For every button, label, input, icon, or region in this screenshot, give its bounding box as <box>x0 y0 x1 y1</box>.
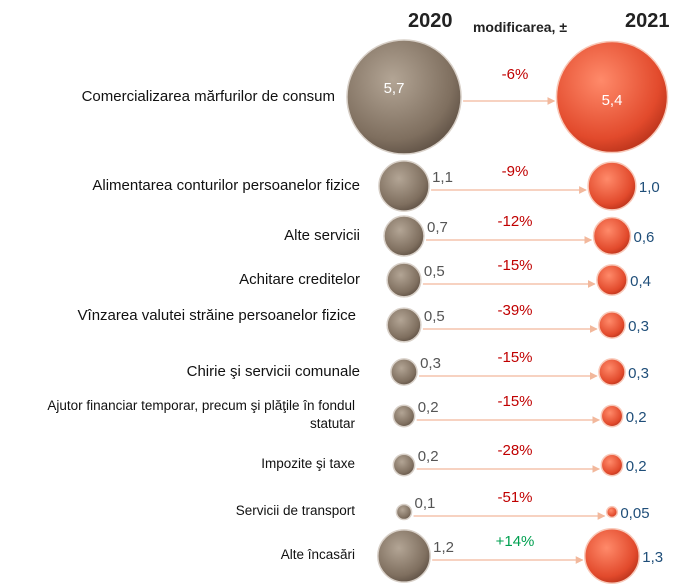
value-label: 5,7 <box>384 80 405 97</box>
change-label: +14% <box>496 533 535 550</box>
bubble <box>605 505 619 519</box>
bubble <box>346 39 462 155</box>
change-label: -15% <box>497 349 532 366</box>
change-label: -39% <box>497 302 532 319</box>
change-header: modificarea, ± <box>472 19 568 35</box>
bubble <box>555 40 669 154</box>
value-label: 0,3 <box>420 355 441 372</box>
bubble <box>392 404 416 428</box>
category-label: Achitare creditelor <box>239 271 360 288</box>
value-label: 1,1 <box>432 169 453 186</box>
value-label: 1,2 <box>433 539 454 556</box>
change-label: -9% <box>502 163 529 180</box>
bubble <box>390 358 418 386</box>
change-label: -15% <box>497 257 532 274</box>
change-label: -12% <box>497 213 532 230</box>
value-label: 0,6 <box>634 229 655 246</box>
bubble <box>392 453 416 477</box>
bubble <box>592 216 632 256</box>
value-label: 1,0 <box>639 179 660 196</box>
category-label: Vînzarea valutei străine persoanelor fiz… <box>77 307 356 324</box>
category-label: Comercializarea mărfurilor de consum <box>81 88 335 105</box>
category-label: Alte încasări <box>280 547 355 562</box>
series-header: 2021 <box>625 10 670 32</box>
category-label: Impozite şi taxe <box>261 456 355 471</box>
change-label: -28% <box>497 442 532 459</box>
category-label: Chirie şi servicii comunale <box>186 363 360 380</box>
value-label: 0,2 <box>626 409 647 426</box>
value-label: 0,5 <box>424 308 445 325</box>
value-label: 0,05 <box>620 505 649 522</box>
category-label: Ajutor financiar temporar, precum şi plă… <box>47 398 355 431</box>
bubble <box>583 527 641 585</box>
bubble <box>386 307 422 343</box>
category-label: Alte servicii <box>284 227 360 244</box>
value-label: 0,2 <box>418 399 439 416</box>
bubble <box>383 215 425 257</box>
bubble <box>600 453 624 477</box>
value-label: 0,2 <box>626 458 647 475</box>
value-label: 0,3 <box>628 318 649 335</box>
change-label: -51% <box>497 489 532 506</box>
bubble <box>377 529 431 583</box>
value-label: 0,5 <box>424 263 445 280</box>
bubble <box>587 161 637 211</box>
value-label: 5,4 <box>602 92 623 109</box>
value-label: 0,1 <box>415 495 436 512</box>
bubble <box>598 311 626 339</box>
bubble <box>386 262 422 298</box>
category-label: Alimentarea conturilor persoanelor fizic… <box>92 177 360 194</box>
bubble <box>596 264 628 296</box>
bubble <box>395 503 413 521</box>
bubble <box>600 404 624 428</box>
change-label: -6% <box>502 66 529 83</box>
value-label: 0,3 <box>628 365 649 382</box>
value-label: 0,4 <box>630 273 651 290</box>
value-label: 1,3 <box>642 549 663 566</box>
change-label: -15% <box>497 393 532 410</box>
bubble <box>598 358 626 386</box>
series-header: 2020 <box>408 10 453 32</box>
category-label: Servicii de transport <box>235 503 355 518</box>
bubble <box>378 160 430 212</box>
value-label: 0,2 <box>418 448 439 465</box>
value-label: 0,7 <box>427 219 448 236</box>
